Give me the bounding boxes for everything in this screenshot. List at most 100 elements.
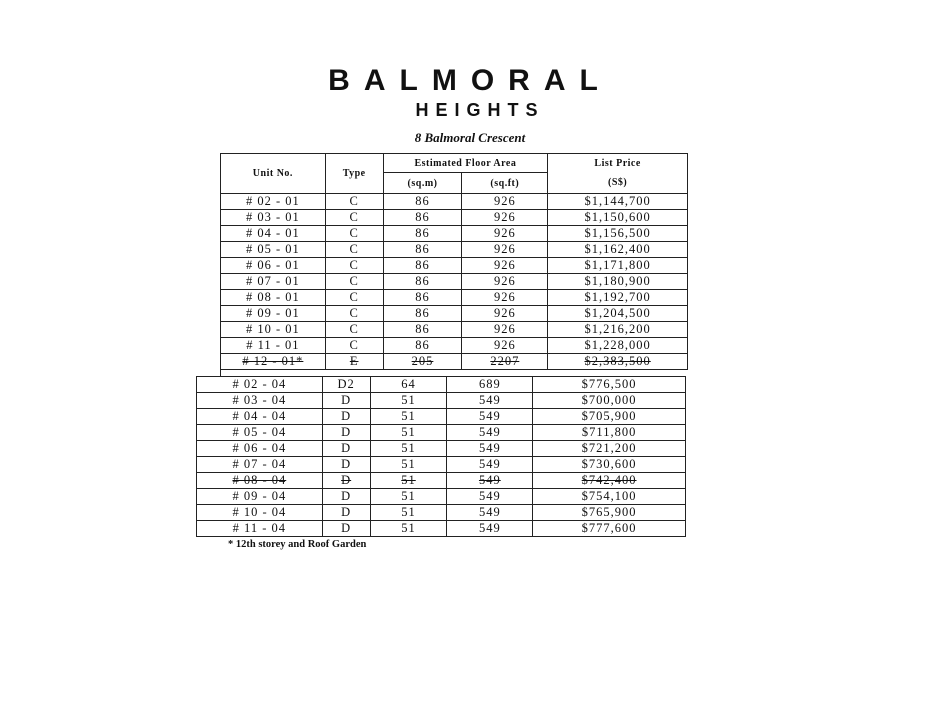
cell-sqft: 926: [461, 321, 549, 338]
cell-sqm: 64: [369, 376, 448, 393]
table-row: # 02 - 04 D2 64 689 $776,500: [196, 376, 686, 393]
cell-price: $2,383,500: [547, 353, 688, 370]
cell-sqm: 51: [369, 520, 448, 537]
header-type: Type: [324, 153, 384, 194]
cell-price: $765,900: [532, 504, 686, 521]
cell-sqft: 926: [461, 289, 549, 306]
cell-price: $1,204,500: [547, 305, 688, 322]
cell-sqft: 926: [461, 337, 549, 354]
cell-price: $730,600: [532, 456, 686, 473]
table-row: # 12 - 01* E 205 2207 $2,383,500: [220, 353, 688, 370]
header-sqft: (sq.ft): [461, 172, 549, 194]
cell-sqft: 926: [461, 209, 549, 226]
cell-type: D2: [321, 376, 371, 393]
cell-sqft: 549: [446, 472, 534, 489]
cell-sqft: 549: [446, 520, 534, 537]
table-row: # 11 - 01 C 86 926 $1,228,000: [220, 337, 688, 354]
cell-sqft: 926: [461, 225, 549, 242]
cell-unit: # 10 - 04: [196, 504, 323, 521]
cell-type: C: [324, 305, 384, 322]
cell-unit: # 08 - 01: [220, 289, 326, 306]
header-area: Estimated Floor Area: [382, 153, 549, 173]
cell-price: $1,216,200: [547, 321, 688, 338]
cell-unit: # 11 - 04: [196, 520, 323, 537]
table-row: # 08 - 04 D 51 549 $742,400: [196, 472, 686, 489]
cell-sqm: 86: [382, 241, 463, 258]
table-row: # 11 - 04 D 51 549 $777,600: [196, 520, 686, 537]
cell-sqm: 51: [369, 488, 448, 505]
cell-sqm: 51: [369, 472, 448, 489]
table-row: # 10 - 04 D 51 549 $765,900: [196, 504, 686, 521]
cell-type: D: [321, 392, 371, 409]
cell-sqm: 51: [369, 440, 448, 457]
cell-price: $742,400: [532, 472, 686, 489]
table-row: # 05 - 04 D 51 549 $711,800: [196, 424, 686, 441]
cell-type: C: [324, 289, 384, 306]
cell-type: C: [324, 273, 384, 290]
cell-type: D: [321, 504, 371, 521]
cell-unit: # 02 - 01: [220, 193, 326, 210]
cell-type: C: [324, 337, 384, 354]
cell-price: $1,144,700: [547, 193, 688, 210]
cell-sqft: 926: [461, 193, 549, 210]
price-table-units-04: # 02 - 04 D2 64 689 $776,500 # 03 - 04 D 51 549 $…: [196, 376, 686, 537]
cell-sqft: 549: [446, 392, 534, 409]
cell-unit: # 02 - 04: [196, 376, 323, 393]
document-subtitle: HEIGHTS: [415, 100, 545, 120]
table-row: # 04 - 01 C 86 926 $1,156,500: [220, 225, 688, 242]
cell-price: $1,171,800: [547, 257, 688, 274]
table-row: # 02 - 01 C 86 926 $1,144,700: [220, 193, 688, 210]
cell-sqft: 926: [461, 273, 549, 290]
cell-type: D: [321, 408, 371, 425]
cell-price: $700,000: [532, 392, 686, 409]
cell-sqft: 549: [446, 504, 534, 521]
cell-type: D: [321, 424, 371, 441]
table-gap: [220, 366, 689, 376]
table-row: # 07 - 04 D 51 549 $730,600: [196, 456, 686, 473]
cell-unit: # 12 - 01*: [220, 353, 326, 370]
cell-unit: # 07 - 01: [220, 273, 326, 290]
cell-sqm: 51: [369, 424, 448, 441]
cell-sqm: 86: [382, 257, 463, 274]
cell-sqft: 549: [446, 408, 534, 425]
cell-sqm: 51: [369, 392, 448, 409]
header-price: List Price: [547, 153, 688, 173]
cell-sqm: 205: [382, 353, 463, 370]
cell-sqm: 86: [382, 225, 463, 242]
cell-price: $754,100: [532, 488, 686, 505]
cell-unit: # 05 - 04: [196, 424, 323, 441]
cell-sqft: 2207: [461, 353, 549, 370]
cell-sqft: 689: [446, 376, 534, 393]
cell-unit: # 11 - 01: [220, 337, 326, 354]
header-unit: Unit No.: [220, 153, 326, 194]
cell-sqm: 51: [369, 504, 448, 521]
cell-price: $1,156,500: [547, 225, 688, 242]
address: 8 Balmoral Crescent: [414, 130, 526, 145]
cell-type: D: [321, 472, 371, 489]
cell-sqft: 549: [446, 488, 534, 505]
table-row: # 03 - 01 C 86 926 $1,150,600: [220, 209, 688, 226]
cell-price: $721,200: [532, 440, 686, 457]
cell-sqft: 549: [446, 456, 534, 473]
table-row: # 03 - 04 D 51 549 $700,000: [196, 392, 686, 409]
cell-sqm: 86: [382, 193, 463, 210]
footnote: * 12th storey and Roof Garden: [228, 539, 367, 550]
cell-price: $777,600: [532, 520, 686, 537]
cell-unit: # 08 - 04: [196, 472, 323, 489]
table-row: # 06 - 01 C 86 926 $1,171,800: [220, 257, 688, 274]
cell-sqm: 86: [382, 289, 463, 306]
header-currency: (S$): [547, 172, 688, 194]
table-row: # 08 - 01 C 86 926 $1,192,700: [220, 289, 688, 306]
cell-type: C: [324, 225, 384, 242]
cell-sqm: 51: [369, 408, 448, 425]
cell-type: D: [321, 440, 371, 457]
cell-unit: # 06 - 01: [220, 257, 326, 274]
cell-type: D: [321, 488, 371, 505]
table-row: # 09 - 04 D 51 549 $754,100: [196, 488, 686, 505]
cell-price: $1,162,400: [547, 241, 688, 258]
cell-sqft: 549: [446, 424, 534, 441]
cell-unit: # 03 - 01: [220, 209, 326, 226]
cell-sqm: 86: [382, 209, 463, 226]
cell-sqft: 926: [461, 241, 549, 258]
cell-unit: # 09 - 04: [196, 488, 323, 505]
